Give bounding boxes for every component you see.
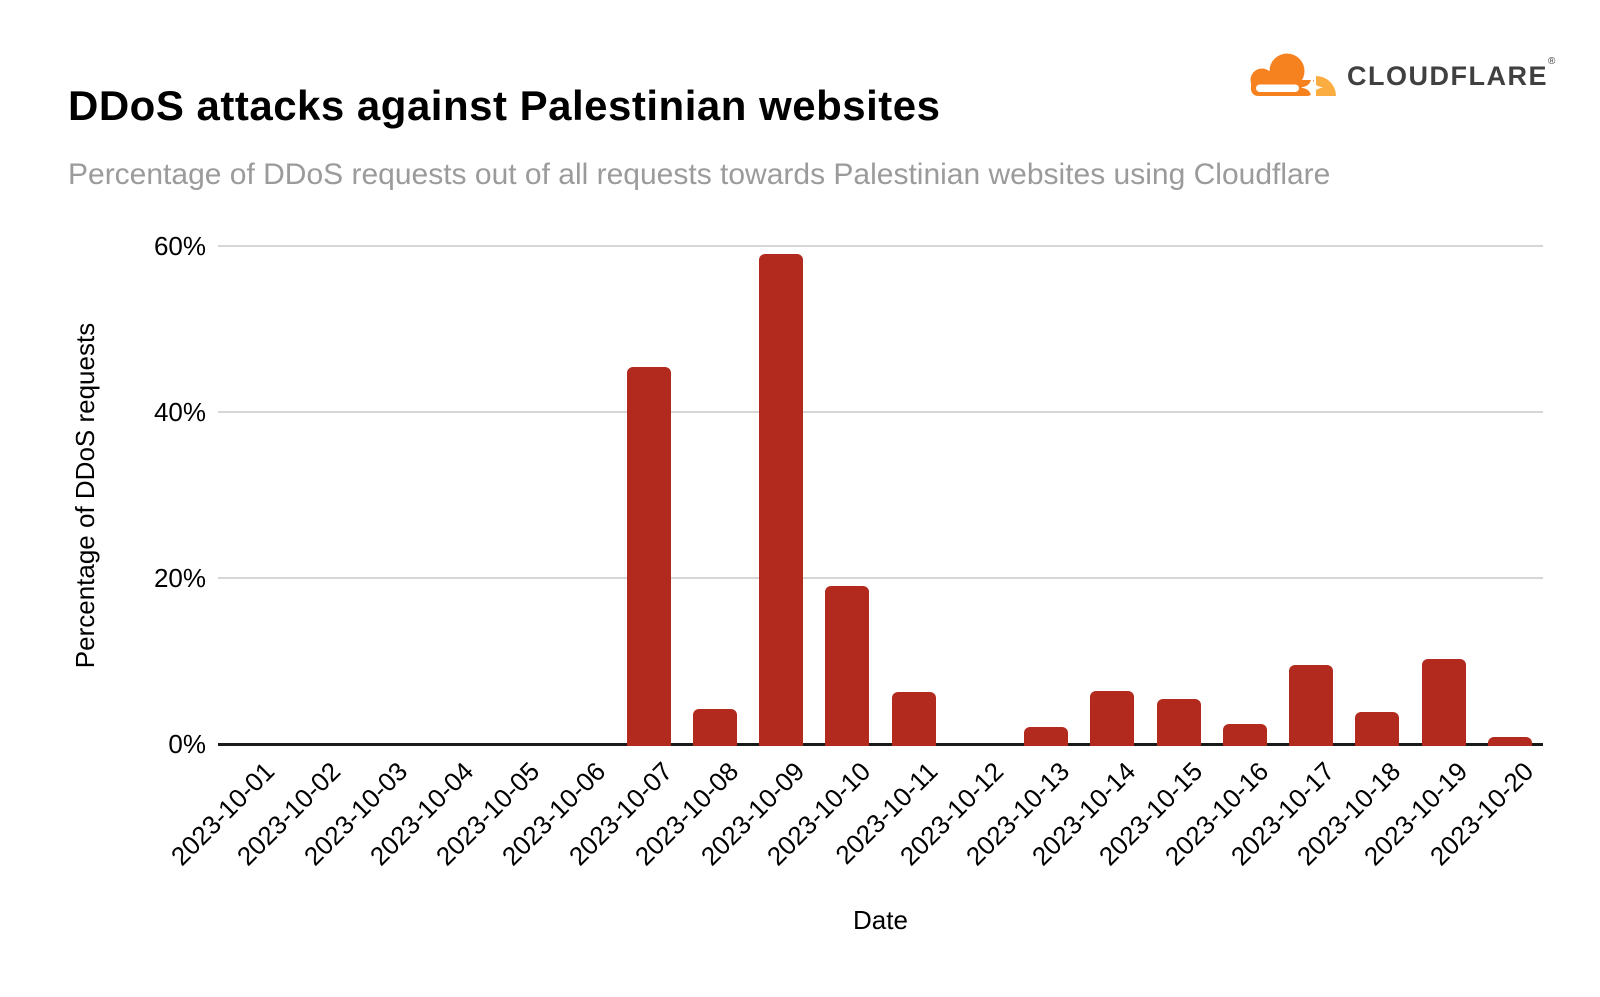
bar-slot [881, 246, 947, 746]
bar-slot [947, 246, 1013, 744]
x-axis-labels: 2023-10-01 2023-10-02 2023-10-03 2023-10-04… [165, 756, 1543, 891]
y-axis-ticks: 0% 20% 40% 60% [50, 231, 206, 759]
bar-2023-10-09 [759, 254, 804, 746]
bar-2023-10-17 [1289, 665, 1334, 746]
bar-slot [1079, 246, 1145, 746]
bar-slot [351, 246, 417, 744]
gridline-40% [218, 411, 1543, 413]
bar-slot [1278, 246, 1344, 746]
bar-slot [1344, 246, 1410, 746]
bars [218, 246, 1543, 746]
bar-slot [1146, 246, 1212, 746]
x-axis-line [218, 743, 1543, 746]
y-tick-label: 20% [153, 562, 206, 593]
bar-2023-10-11 [891, 691, 936, 746]
bar-2023-10-18 [1355, 711, 1400, 746]
bar-slot [549, 246, 615, 744]
registered-mark: ® [1547, 55, 1557, 67]
bar-2023-10-13 [1024, 726, 1069, 746]
cloudflare-wordmark: CLOUDFLARE® [1347, 55, 1557, 91]
gridline-60% [218, 245, 1543, 247]
bar-slot [483, 246, 549, 744]
bar-2023-10-14 [1090, 690, 1135, 746]
bar-slot [218, 246, 284, 744]
cloudflare-cloud-icon [1250, 53, 1336, 99]
bar-slot [1411, 246, 1477, 746]
chart-title: DDoS attacks against Palestinian website… [68, 82, 941, 129]
bar-slot [417, 246, 483, 744]
bar-2023-10-07 [626, 367, 671, 746]
y-tick-label: 60% [153, 231, 206, 261]
bar-slot [616, 246, 682, 746]
gridline-20% [218, 577, 1543, 579]
bar-2023-10-20 [1487, 737, 1532, 746]
bar-2023-10-16 [1222, 724, 1267, 746]
cloudflare-logo: CLOUDFLARE® [1240, 48, 1557, 104]
bar-slot [1212, 246, 1278, 746]
y-tick-label: 40% [153, 396, 206, 427]
chart-subtitle: Percentage of DDoS requests out of all r… [68, 158, 1331, 191]
bar-2023-10-15 [1156, 699, 1201, 746]
y-tick-label: 0% [168, 729, 206, 759]
bar-slot [1013, 246, 1079, 746]
bar-slot [284, 246, 350, 744]
x-axis-title: Date [853, 905, 908, 935]
bar-2023-10-10 [825, 586, 870, 746]
bar-2023-10-19 [1421, 659, 1466, 746]
bar-slot [814, 246, 880, 746]
bar-slot [748, 246, 814, 746]
bar-slot [1477, 246, 1543, 746]
bar-slot [682, 246, 748, 746]
plot-area [218, 245, 1543, 746]
bar-2023-10-08 [692, 709, 737, 746]
